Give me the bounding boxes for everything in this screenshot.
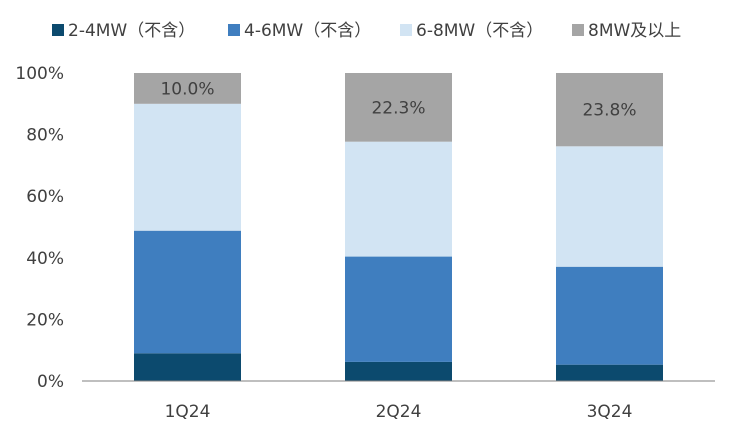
- bar-segment: [345, 73, 452, 142]
- y-tick-label: 80%: [26, 126, 64, 146]
- legend-label: 8MW及以上: [588, 21, 681, 41]
- data-label: 10.0%: [160, 79, 214, 99]
- bar-segment: [345, 141, 452, 257]
- data-label: 23.8%: [582, 101, 636, 121]
- legend-swatch: [228, 24, 240, 36]
- bar-segment: [556, 146, 663, 267]
- bar-segment: [556, 73, 663, 147]
- y-axis: 0% 20% 40% 60% 80% 100%: [15, 64, 64, 392]
- bar-segment: [134, 73, 241, 104]
- legend-label: 4-6MW（不含）: [244, 21, 371, 41]
- x-tick-label: 1Q24: [165, 402, 211, 422]
- bar-segment: [556, 364, 663, 381]
- legend-swatch: [572, 24, 584, 36]
- legend-label: 6-8MW（不含）: [416, 21, 543, 41]
- bar-segment: [556, 266, 663, 365]
- bar-segment: [134, 353, 241, 381]
- legend: 2-4MW（不含） 4-6MW（不含） 6-8MW（不含） 8MW及以上: [52, 21, 681, 41]
- y-tick-label: 60%: [26, 187, 64, 207]
- x-axis: 1Q24 2Q24 3Q24: [82, 380, 715, 422]
- y-tick-label: 0%: [37, 372, 64, 392]
- legend-swatch: [52, 24, 64, 36]
- bar-segment: [134, 103, 241, 231]
- bar-segment: [134, 230, 241, 354]
- legend-swatch: [400, 24, 412, 36]
- x-tick-label: 2Q24: [376, 402, 422, 422]
- bars: [134, 73, 663, 381]
- legend-label: 2-4MW（不含）: [68, 21, 195, 41]
- y-tick-label: 40%: [26, 249, 64, 269]
- y-tick-label: 20%: [26, 310, 64, 330]
- data-labels: 10.0% 22.3% 23.8%: [160, 79, 636, 120]
- y-tick-label: 100%: [15, 64, 64, 84]
- data-label: 22.3%: [371, 98, 425, 118]
- bar-segment: [345, 256, 452, 362]
- x-tick-label: 3Q24: [587, 402, 633, 422]
- bar-segment: [345, 361, 452, 381]
